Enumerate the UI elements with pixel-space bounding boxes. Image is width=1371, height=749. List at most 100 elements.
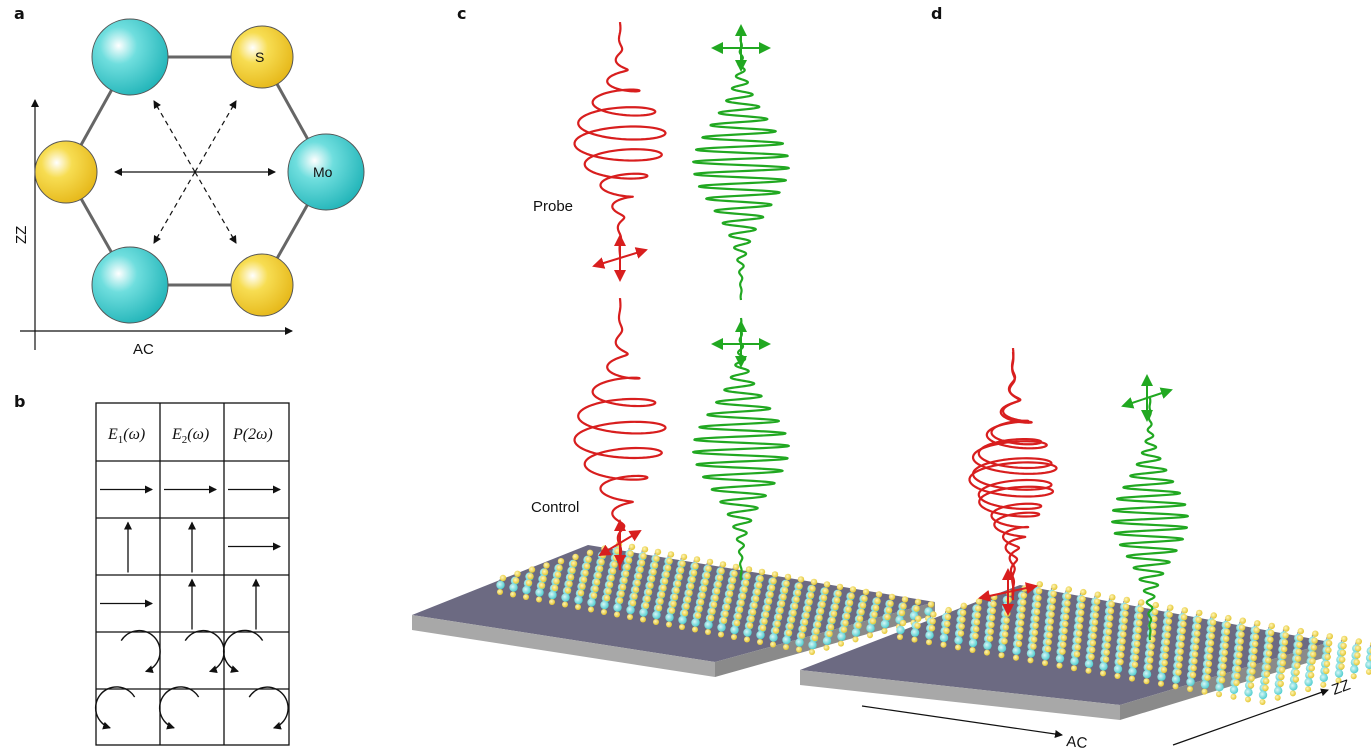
s-atom [1216, 691, 1222, 698]
s-atom [1162, 645, 1170, 653]
s-atom [1071, 665, 1077, 672]
panel-label-c: c [457, 4, 467, 23]
s-atom [915, 615, 922, 622]
s-atom [645, 588, 653, 596]
s-atom [1093, 605, 1100, 612]
s-atom [680, 553, 688, 561]
s-atom [720, 617, 728, 624]
mo-atom-label: Mo [313, 164, 333, 180]
s-atom [791, 603, 799, 610]
s-atom [1305, 686, 1312, 693]
s-atom [653, 619, 659, 625]
s-atom [1178, 641, 1185, 648]
s-atom [858, 608, 865, 616]
s-atom [723, 603, 731, 611]
s-atom [618, 590, 625, 597]
s-atom [1350, 673, 1357, 680]
s-atom [686, 589, 693, 597]
s-atom [712, 594, 719, 602]
s-atom [1075, 637, 1082, 644]
s-atom [681, 609, 689, 617]
s-atom [775, 613, 783, 621]
s-atom [1120, 624, 1128, 631]
s-atom [1218, 677, 1226, 684]
s-atom [1267, 629, 1275, 636]
s-atom [849, 586, 857, 593]
s-atom [767, 591, 774, 598]
mo-atom [795, 638, 804, 647]
mo-atom [822, 636, 832, 645]
s-atom [719, 561, 727, 568]
s-atom [1235, 658, 1242, 666]
s-atom [527, 573, 534, 580]
s-atom [1296, 641, 1303, 649]
s-atom [1088, 653, 1095, 660]
s-atom [1355, 638, 1363, 645]
mo-atom [1229, 685, 1239, 694]
s-atom [1050, 590, 1057, 597]
s-atom [944, 613, 952, 621]
s-atom [988, 621, 995, 628]
s-atom [1295, 648, 1302, 655]
s-atom [705, 629, 711, 635]
s-atom [1134, 633, 1142, 641]
s-atom [34, 140, 98, 204]
s-atom [1078, 602, 1086, 610]
s-atom [230, 25, 294, 89]
s-atom [960, 602, 967, 609]
s-atom [943, 627, 950, 634]
s-atom [1092, 612, 1099, 619]
s-atom [1165, 618, 1173, 625]
s-atom [778, 600, 786, 607]
mo-atom [717, 623, 726, 632]
s-atom [653, 555, 660, 562]
s-atom [1094, 591, 1102, 598]
s-atom [1249, 661, 1257, 668]
s-atom [583, 563, 591, 570]
s-atom [1207, 639, 1215, 647]
mos2-lattice [896, 581, 1371, 705]
s-atom [852, 636, 859, 643]
s-atom [783, 580, 790, 587]
s-atom [1180, 614, 1188, 621]
s-atom [1221, 649, 1229, 656]
s-atom [1293, 669, 1300, 676]
mo-atom [808, 640, 817, 650]
s-atom [984, 649, 990, 656]
s-atom [1254, 620, 1261, 627]
mo-atom [851, 628, 861, 637]
s-atom [1091, 619, 1099, 626]
s-atom [856, 615, 864, 622]
s-atom [1166, 611, 1173, 618]
s-atom [1077, 616, 1084, 623]
s-atom [1283, 625, 1290, 632]
s-atom [1259, 699, 1266, 705]
mo-atom [983, 641, 992, 650]
s-atom [744, 572, 751, 580]
s-atom [1132, 654, 1139, 661]
s-atom [621, 577, 628, 584]
s-atom [1281, 646, 1288, 653]
s-atom [1121, 617, 1128, 624]
s-atom [1034, 601, 1041, 609]
s-atom [1195, 616, 1202, 623]
s-atom [1018, 613, 1025, 620]
s-atom [673, 587, 680, 594]
mo-atom [880, 619, 890, 629]
s-atom [744, 636, 750, 643]
s-atom [742, 579, 750, 586]
s-atom [784, 573, 792, 581]
s-atom [1281, 639, 1289, 646]
mo-atom [561, 593, 570, 602]
table-header: E1(ω) E2(ω) P(2ω) [107, 426, 273, 446]
s-atom [832, 603, 839, 611]
s-atom [1104, 635, 1112, 642]
s-atom [1219, 670, 1226, 677]
s-atom [1320, 681, 1327, 688]
s-atom [1278, 666, 1286, 674]
s-atom [729, 577, 737, 584]
mo-atom [678, 615, 687, 625]
s-atom [523, 594, 529, 600]
s-atom [1079, 595, 1086, 603]
s-atom [739, 593, 747, 600]
